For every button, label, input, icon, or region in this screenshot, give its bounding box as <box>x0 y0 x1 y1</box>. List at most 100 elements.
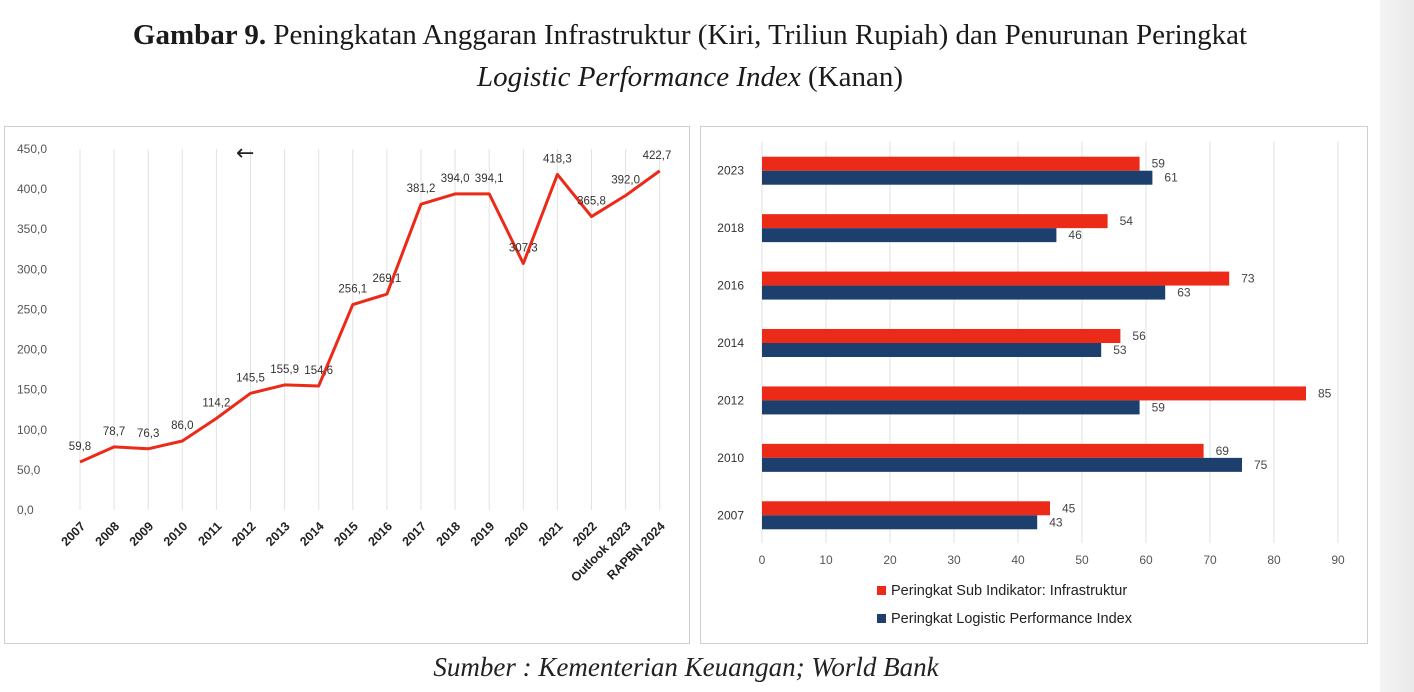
title-line-1: Gambar 9. Peningkatan Anggaran Infrastru… <box>0 14 1380 56</box>
x-tick-label: 2008 <box>93 519 123 549</box>
source-note: Sumber : Kementerian Keuangan; World Ban… <box>433 652 939 682</box>
y-tick-label: 200,0 <box>17 343 47 357</box>
data-label: 269,1 <box>373 273 402 285</box>
data-label: 155,9 <box>270 364 299 376</box>
bar-value-label: 85 <box>1318 386 1332 400</box>
x-tick-label: 30 <box>947 553 961 567</box>
x-tick-label: 70 <box>1203 553 1217 567</box>
x-tick-label: 2014 <box>297 519 327 549</box>
x-tick-label: 2020 <box>502 519 532 549</box>
x-tick-label: 0 <box>759 553 766 567</box>
x-tick-label: 2013 <box>263 519 293 549</box>
title-italic: Logistic Performance Index <box>476 61 801 93</box>
bar-value-label: 69 <box>1216 444 1230 458</box>
bar-value-label: 63 <box>1177 286 1191 300</box>
bar-lpi <box>762 515 1038 530</box>
figure-title: Gambar 9. Peningkatan Anggaran Infrastru… <box>0 14 1380 98</box>
x-tick-label: 2011 <box>195 519 224 548</box>
title-tail: (Kanan) <box>800 61 904 93</box>
y-tick-label: 0,0 <box>17 503 34 517</box>
data-label: 422,7 <box>643 150 672 162</box>
y-tick-label: 50,0 <box>17 463 41 477</box>
bar-value-label: 56 <box>1132 329 1146 343</box>
y-category-label: 2023 <box>717 164 744 178</box>
y-tick-label: 250,0 <box>17 302 47 316</box>
bar-lpi <box>762 285 1166 300</box>
y-category-label: 2016 <box>717 279 744 293</box>
infrastructure-budget-chart: 0,0 50,0 100,0 150,0 200,0 250,0 300,0 350,0 400… <box>4 126 690 644</box>
x-tick-label: 2021 <box>536 519 566 549</box>
y-category-label: 2014 <box>717 336 744 350</box>
data-label: 307,3 <box>509 242 538 254</box>
legend-swatch <box>877 614 886 623</box>
bar-infrastructure <box>762 214 1108 229</box>
x-tick-label: 2018 <box>434 519 464 549</box>
data-label: 256,1 <box>338 284 367 296</box>
data-label: 381,2 <box>407 183 436 195</box>
bar-value-label: 53 <box>1113 343 1127 357</box>
x-tick-label: 80 <box>1267 553 1281 567</box>
data-label: 392,0 <box>611 175 640 187</box>
bar-value-label: 75 <box>1254 458 1268 472</box>
page-edge <box>1380 0 1414 692</box>
data-label: 418,3 <box>543 153 572 165</box>
x-tick-label: 40 <box>1011 553 1025 567</box>
data-label: 154,6 <box>304 365 333 377</box>
data-label: 394,0 <box>441 173 470 185</box>
title-main: Peningkatan Anggaran Infrastruktur (Kiri… <box>266 19 1248 51</box>
bar-value-label: 59 <box>1152 157 1166 171</box>
bar-value-label: 73 <box>1241 272 1255 286</box>
legend-swatch <box>877 586 886 595</box>
x-tick-label: 10 <box>819 553 833 567</box>
bar-infrastructure <box>762 443 1204 458</box>
line-chart-svg: 0,0 50,0 100,0 150,0 200,0 250,0 300,0 350,0 400… <box>17 142 672 585</box>
x-tick-label: 2015 <box>331 519 361 549</box>
bar-lpi <box>762 170 1153 185</box>
x-tick-label: 2017 <box>400 519 430 549</box>
x-tick-label: 2010 <box>161 519 191 549</box>
y-category-label: 2010 <box>717 451 744 465</box>
title-line-2: Logistic Performance Index (Kanan) <box>0 56 1380 98</box>
x-tick-label: 60 <box>1139 553 1153 567</box>
bar-value-label: 54 <box>1120 214 1134 228</box>
x-tick-label: 2022 <box>570 519 600 549</box>
figure-number: Gambar 9. <box>132 19 267 51</box>
lpi-ranking-chart: 0 10 20 30 40 50 60 70 80 90 2023 59 61 2018 54 46 2016 7… <box>700 126 1368 644</box>
x-tick-label: 2007 <box>59 519 89 549</box>
bar-lpi <box>762 457 1242 472</box>
x-tick-label: 20 <box>883 553 897 567</box>
bar-lpi <box>762 228 1057 243</box>
y-tick-label: 100,0 <box>17 423 47 437</box>
bar-value-label: 61 <box>1164 171 1178 185</box>
data-label: 145,5 <box>236 372 265 384</box>
y-category-label: 2007 <box>717 508 744 522</box>
bar-infrastructure <box>762 501 1050 516</box>
data-label: 114,2 <box>202 397 230 409</box>
budget-series-line <box>79 169 661 464</box>
x-tick-label: 2012 <box>229 519 259 549</box>
data-label: 394,1 <box>475 173 504 185</box>
y-tick-label: 300,0 <box>17 262 47 276</box>
bar-value-label: 59 <box>1152 400 1166 414</box>
legend-label: Peringkat Sub Indikator: Infrastruktur <box>891 583 1127 599</box>
y-category-label: 2018 <box>717 221 744 235</box>
bar-infrastructure <box>762 386 1306 401</box>
x-tick-label: 90 <box>1331 553 1345 567</box>
arrow-left-icon: ← <box>236 141 255 166</box>
data-label: 365,8 <box>577 196 606 208</box>
x-tick-label: 2016 <box>365 519 395 549</box>
data-label: 76,3 <box>137 428 159 440</box>
y-category-label: 2012 <box>717 393 744 407</box>
bar-lpi <box>762 400 1140 415</box>
y-tick-label: 350,0 <box>17 222 47 236</box>
data-label: 86,0 <box>171 420 193 432</box>
bar-infrastructure <box>762 156 1140 171</box>
x-tick-label: 2009 <box>127 519 157 549</box>
x-tick-label: 50 <box>1075 553 1089 567</box>
data-label: 59,8 <box>69 441 91 453</box>
bar-infrastructure <box>762 329 1121 343</box>
bar-infrastructure <box>762 271 1230 286</box>
y-tick-label: 150,0 <box>17 383 47 397</box>
bar-lpi <box>762 343 1102 357</box>
